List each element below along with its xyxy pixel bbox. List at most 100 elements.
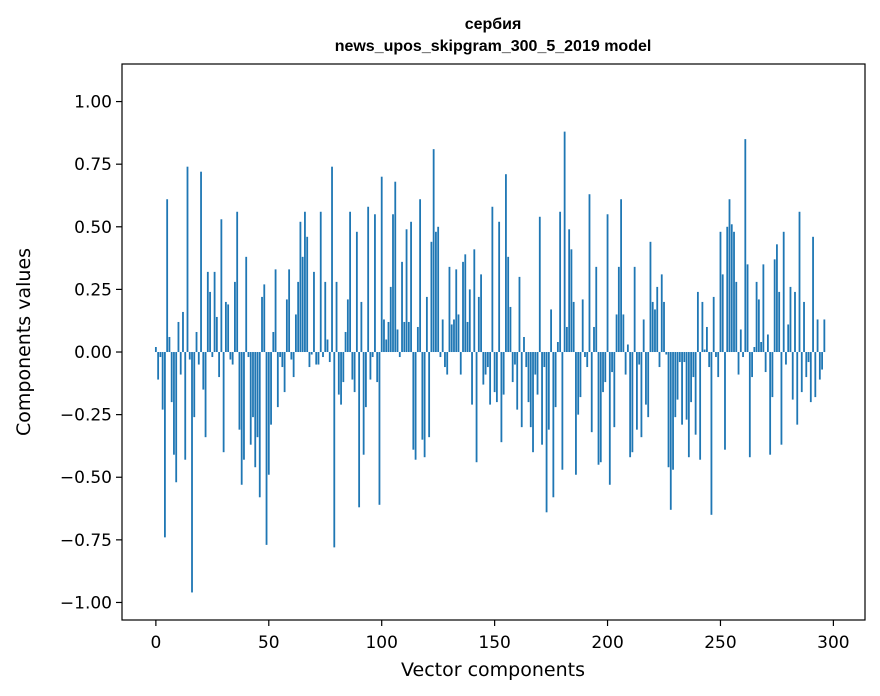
bar	[263, 284, 266, 353]
bar	[396, 329, 399, 353]
bar	[656, 286, 659, 353]
bar	[663, 301, 665, 353]
bar	[218, 352, 221, 378]
x-tick-label: 250	[704, 633, 736, 653]
x-tick-label: 100	[365, 633, 397, 653]
bar	[613, 352, 616, 428]
bar	[328, 352, 331, 363]
bar	[769, 352, 772, 455]
y-tick-label: 0.25	[74, 280, 112, 300]
bar	[256, 352, 259, 438]
bar	[304, 211, 306, 353]
bar	[473, 249, 476, 353]
bar	[525, 352, 528, 368]
bar	[647, 352, 650, 418]
bar	[645, 352, 647, 405]
bar	[319, 211, 322, 353]
bar	[401, 261, 403, 353]
bar	[491, 206, 494, 353]
bar	[696, 291, 699, 353]
bar	[466, 321, 469, 353]
y-tick-label: −0.50	[60, 468, 112, 488]
bar	[703, 349, 706, 353]
bar	[751, 352, 753, 378]
bar	[405, 229, 408, 353]
bar	[631, 352, 634, 453]
bar	[342, 352, 345, 383]
bar	[511, 352, 514, 383]
bar	[313, 271, 315, 353]
bar	[191, 352, 193, 593]
x-tick-label: 50	[258, 633, 280, 653]
y-tick-label: 0.50	[74, 218, 112, 238]
bar	[739, 329, 742, 353]
bar	[274, 269, 277, 353]
bar	[166, 199, 169, 353]
bar	[570, 249, 573, 353]
y-axis-label: Components values	[13, 248, 35, 436]
bar	[247, 352, 250, 358]
x-tick-label: 150	[478, 633, 510, 653]
plot-area-frame	[121, 63, 866, 621]
bar	[633, 266, 636, 353]
bar	[285, 299, 288, 353]
bar	[389, 286, 392, 353]
bar	[672, 352, 674, 470]
bar	[712, 296, 715, 353]
bar	[798, 211, 801, 353]
bar	[617, 266, 620, 353]
bar	[435, 231, 437, 353]
chart-title-line-2: news_upos_skipgram_300_5_2019 model	[335, 38, 652, 55]
bar	[299, 221, 302, 353]
bar	[200, 171, 202, 353]
bar	[292, 352, 295, 378]
bar	[324, 281, 327, 353]
bar	[283, 352, 286, 393]
bar	[231, 352, 234, 365]
bar	[760, 342, 763, 353]
bar	[457, 314, 460, 353]
bar	[450, 324, 453, 353]
bar	[509, 306, 512, 353]
bar	[177, 321, 180, 353]
bar	[584, 352, 586, 358]
bar	[322, 352, 324, 358]
bar	[527, 352, 530, 403]
bar	[197, 352, 200, 365]
bar	[572, 301, 575, 353]
bar	[791, 352, 794, 400]
bar	[809, 352, 812, 403]
bar	[606, 214, 609, 353]
bar	[699, 352, 702, 460]
bar	[306, 236, 309, 353]
bar	[369, 352, 372, 380]
bar	[498, 221, 501, 353]
bar	[505, 174, 507, 353]
bar	[364, 352, 367, 408]
bar	[823, 319, 826, 353]
bar	[575, 352, 577, 475]
bar	[301, 256, 304, 353]
bar	[787, 324, 790, 353]
bar	[340, 352, 342, 405]
bar	[534, 352, 537, 375]
bar	[211, 352, 214, 358]
bar	[590, 352, 593, 433]
bar	[785, 352, 787, 365]
bar	[335, 281, 338, 353]
bar	[229, 352, 232, 360]
bar	[796, 352, 799, 425]
bar	[814, 352, 817, 398]
bar	[552, 352, 555, 498]
x-tick-label: 0	[150, 633, 161, 653]
bar	[236, 211, 239, 353]
bar	[746, 264, 749, 353]
bar	[243, 352, 245, 460]
bar	[331, 166, 333, 353]
bar	[690, 352, 693, 403]
bar	[272, 331, 275, 353]
bar	[737, 352, 740, 375]
bar	[453, 319, 455, 353]
bar	[484, 352, 487, 375]
bar	[480, 274, 482, 353]
